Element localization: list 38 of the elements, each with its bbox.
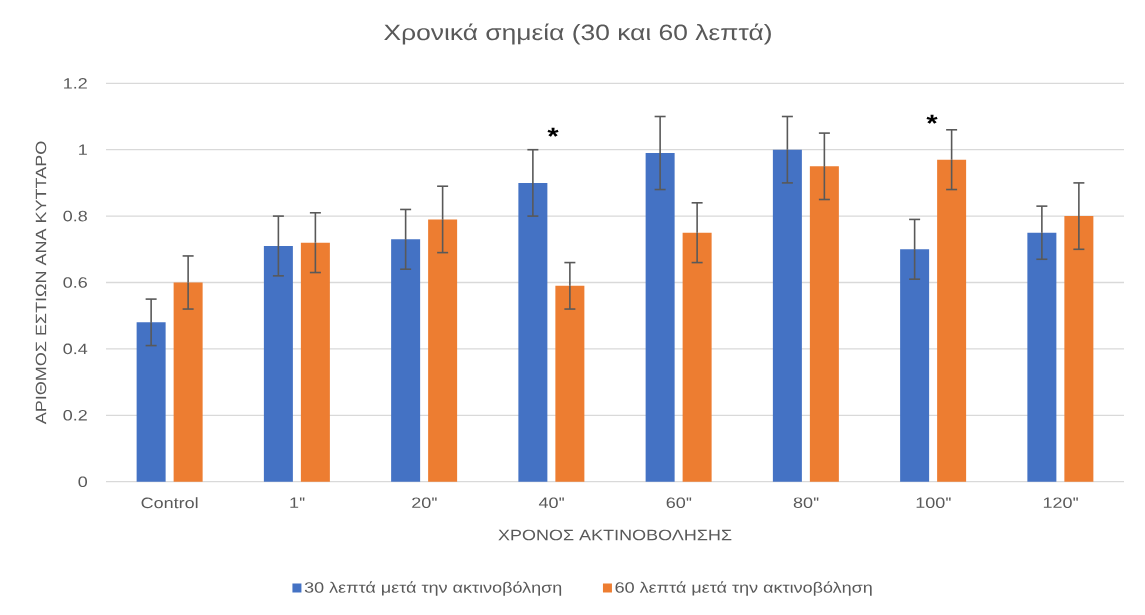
y-tick-label: 0.2: [63, 409, 87, 421]
x-tick-label: 20'': [412, 497, 437, 509]
legend-label: 60 λεπτά μετά την ακτινοβόληση: [615, 581, 872, 596]
y-tick-label: 1: [79, 144, 87, 155]
y-tick-label: 0: [78, 476, 88, 488]
x-axis-title: ΧΡΟΝΟΣ ΑΚΤΙΝΟΒΟΛΗΣΗΣ: [498, 529, 732, 541]
annotation: *: [547, 127, 559, 137]
y-tick-label: 1.2: [64, 78, 87, 89]
y-tick-label: 0.8: [63, 210, 87, 222]
x-tick-label: 40'': [538, 497, 564, 509]
bar: [645, 153, 675, 482]
bar: [772, 149, 802, 482]
bar: [1027, 232, 1057, 482]
legend-label: 30 λεπτά μετά την ακτινοβόληση: [304, 581, 562, 596]
x-tick-label: 1'': [290, 497, 305, 508]
annotation: *: [926, 114, 938, 124]
bar: [809, 166, 839, 482]
x-tick-label: 60'': [666, 497, 692, 509]
bar: [391, 239, 421, 482]
bar: [173, 282, 203, 482]
y-tick-label: 0.4: [63, 343, 88, 355]
bar: [682, 232, 712, 482]
x-tick-label: Control: [141, 497, 198, 509]
x-tick-label: 120'': [1043, 497, 1078, 509]
chart-title: Χρονικά σημεία (30 και 60 λεπτά): [384, 23, 771, 45]
y-tick-label: 0.6: [63, 277, 87, 288]
bar: [555, 285, 585, 482]
bar: [263, 245, 293, 482]
bar: [1064, 216, 1094, 482]
bar: [428, 219, 458, 482]
y-axis-title: ΑΡΙΘΜΟΣ ΕΣΤΙΩΝ ΑΝΑ ΚΥΤΤΑΡΟ: [35, 141, 47, 425]
bar: [900, 249, 930, 482]
bar: [937, 159, 967, 482]
x-tick-label: 80'': [793, 497, 819, 509]
x-tick-label: 100'': [916, 497, 951, 509]
bar: [300, 242, 330, 482]
bar: [136, 322, 166, 482]
bar: [518, 182, 548, 482]
